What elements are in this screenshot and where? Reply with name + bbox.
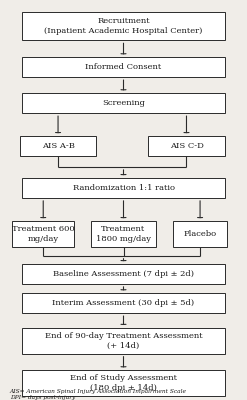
FancyBboxPatch shape [22,12,225,40]
Text: Placebo: Placebo [184,230,217,238]
FancyBboxPatch shape [12,221,74,247]
FancyBboxPatch shape [22,293,225,313]
Text: Treatment
1800 mg/day: Treatment 1800 mg/day [96,225,151,243]
Text: Screening: Screening [102,99,145,107]
FancyBboxPatch shape [22,264,225,284]
Text: AIS C-D: AIS C-D [169,142,204,150]
Text: AIS= American Spinal Injury Association Impairment Scale
DPI= days post-injury: AIS= American Spinal Injury Association … [10,389,187,400]
Text: Informed Consent: Informed Consent [85,63,162,71]
Text: AIS A-B: AIS A-B [41,142,75,150]
Text: Randomization 1:1 ratio: Randomization 1:1 ratio [73,184,174,192]
Text: End of Study Assessment
(180 dpi ± 14d): End of Study Assessment (180 dpi ± 14d) [70,374,177,392]
FancyBboxPatch shape [22,93,225,113]
FancyBboxPatch shape [22,328,225,354]
Text: Interim Assessment (30 dpi ± 5d): Interim Assessment (30 dpi ± 5d) [52,299,195,307]
FancyBboxPatch shape [20,136,96,156]
Text: End of 90-day Treatment Assessment
(+ 14d): End of 90-day Treatment Assessment (+ 14… [45,332,202,350]
FancyBboxPatch shape [22,57,225,77]
Text: Baseline Assessment (7 dpi ± 2d): Baseline Assessment (7 dpi ± 2d) [53,270,194,278]
FancyBboxPatch shape [22,370,225,396]
FancyBboxPatch shape [91,221,156,247]
FancyBboxPatch shape [148,136,225,156]
Text: Treatment 600
mg/day: Treatment 600 mg/day [12,225,75,243]
FancyBboxPatch shape [173,221,227,247]
Text: Recruitment
(Inpatient Academic Hospital Center): Recruitment (Inpatient Academic Hospital… [44,17,203,35]
FancyBboxPatch shape [22,178,225,198]
